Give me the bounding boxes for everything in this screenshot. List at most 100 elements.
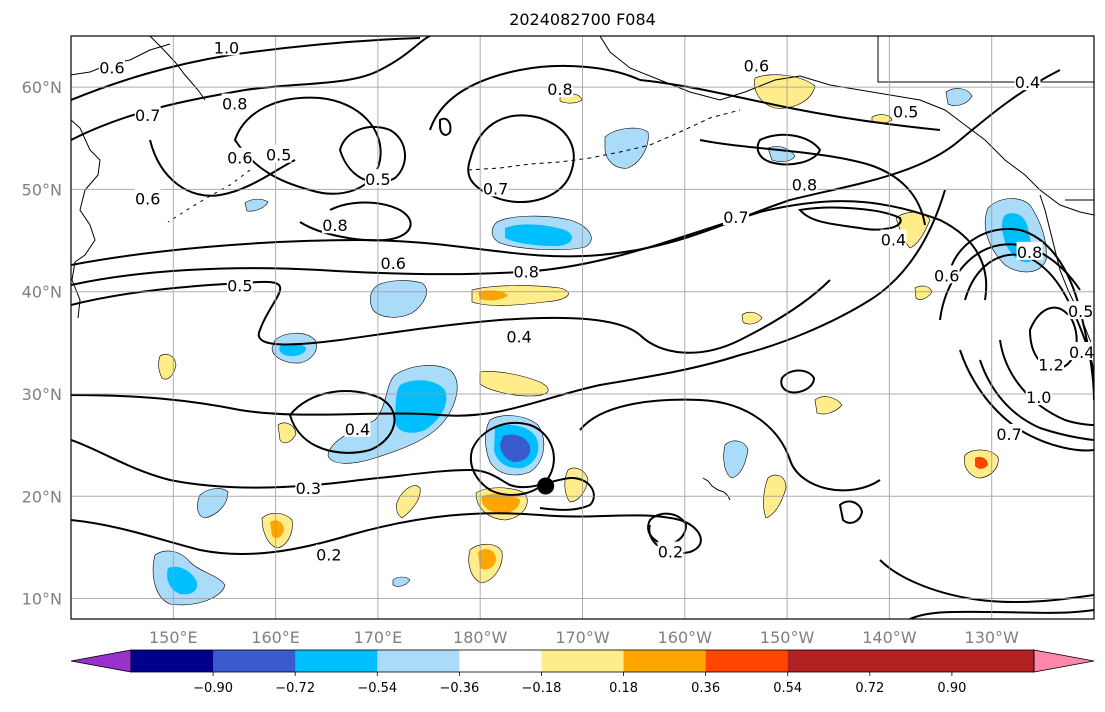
negative-anomaly-core: [167, 566, 198, 595]
contour-label: 0.7: [483, 179, 508, 198]
colorbar-segment: [787, 650, 871, 672]
contour-label-background: [265, 144, 292, 163]
contour-line: [288, 390, 396, 454]
contour-label: 0.7: [135, 106, 160, 125]
contour-label-background: [321, 215, 348, 234]
contour-line: [838, 500, 864, 524]
contour-label: 0.6: [381, 254, 406, 273]
contour-line: [780, 369, 816, 394]
contour-label-background: [1068, 342, 1094, 361]
contour-label: 0.8: [792, 175, 817, 194]
contour-label-background: [344, 418, 371, 437]
lat-tick-label: 30°N: [22, 385, 62, 404]
contour-line: [699, 139, 926, 226]
map-title: 2024082700 F084: [509, 10, 656, 29]
contour-label-background: [380, 253, 407, 272]
colorbar-tick-label: −0.36: [439, 681, 479, 696]
lon-tick-label: 130°W: [965, 628, 1020, 647]
contour-line: [470, 422, 555, 496]
contour-label: 0.5: [1068, 302, 1093, 321]
contour-line: [579, 398, 881, 492]
contour-label: 0.6: [99, 59, 124, 78]
north-america-west-coast: [1039, 194, 1094, 351]
latitude-axis: 10°N 20°N 30°N 40°N 50°N 60°N: [22, 78, 62, 608]
colorbar-segment: [869, 650, 953, 672]
contour-label: 0.8: [1017, 243, 1042, 262]
colorbar-tick-label: −0.72: [275, 681, 315, 696]
contour-line: [299, 201, 412, 242]
lon-tick-label: 150°W: [760, 628, 815, 647]
contour-line: [71, 189, 946, 417]
contour-label: 0.7: [723, 208, 748, 227]
colorbar-tick-label: −0.90: [193, 681, 233, 696]
lon-tick-label: 150°E: [149, 628, 198, 647]
contour-label: 0.5: [227, 277, 252, 296]
colorbar-segment: [951, 650, 1035, 672]
contour-label-background: [513, 261, 540, 280]
contour-line: [909, 609, 1094, 619]
contour-line: [939, 243, 1081, 321]
lat-tick-label: 10°N: [22, 590, 62, 609]
lat-tick-label: 40°N: [22, 283, 62, 302]
positive-anomaly-region: [158, 354, 177, 380]
colorbar-segment: [541, 650, 625, 672]
contour-label-background: [743, 55, 770, 74]
lon-tick-label: 140°W: [862, 628, 917, 647]
positive-anomaly-region: [471, 285, 569, 306]
contour-label: 0.6: [135, 190, 160, 209]
positive-anomaly-region: [814, 396, 843, 415]
contour-label: 0.4: [506, 328, 531, 347]
contour-label-background: [1038, 354, 1065, 373]
negative-anomaly-region: [392, 576, 411, 587]
positive-anomaly-core: [270, 520, 284, 538]
contour-line: [798, 206, 902, 231]
contour-label: 0.6: [744, 57, 769, 76]
contour-label: 0.2: [658, 543, 683, 562]
contour-label-background: [657, 541, 684, 560]
lon-tick-label: 170°E: [354, 628, 403, 647]
contour-line: [71, 200, 988, 301]
colorbar-tick-label: −0.18: [522, 681, 562, 696]
contour-label-background: [98, 57, 125, 76]
colorbar-segment: [131, 650, 214, 672]
contour-label: 1.0: [214, 38, 239, 57]
contour-labels: 1.0 0.6 0.8 0.7 0.5 0.6 0.5 0.6 0.8 0.7 0.8 0.6 0.8 0…: [98, 37, 1094, 565]
colorbar-segment: [377, 650, 460, 672]
colorbar-segment: [213, 650, 296, 672]
contour-label-background: [1067, 301, 1094, 320]
colorbar-tick-label: 0.54: [773, 681, 802, 696]
contour-line: [149, 139, 296, 197]
contour-line: [647, 512, 688, 545]
contour-label-background: [213, 37, 240, 56]
contour-label-background: [295, 478, 322, 497]
positive-anomaly-core: [478, 290, 508, 301]
map-area: 1.0 0.6 0.8 0.7 0.5 0.6 0.5 0.6 0.8 0.7 0.8 0.6 0.8 0…: [71, 36, 1094, 619]
colorbar: −0.90 −0.72 −0.54 −0.36 −0.18 0.18 0.36 0.54 0.7…: [70, 649, 1095, 696]
lon-tick-label: 170°W: [555, 628, 610, 647]
colorbar-extend-high: [1033, 649, 1095, 673]
negative-anomaly-region: [604, 127, 649, 169]
positive-anomaly-region: [754, 74, 816, 109]
lat-tick-label: 60°N: [22, 78, 62, 97]
contour-label: 1.0: [1026, 388, 1051, 407]
contour-line: [338, 125, 407, 184]
colorbar-tick-label: −0.54: [357, 681, 397, 696]
contour-line: [639, 79, 941, 131]
contour-line: [756, 133, 822, 166]
contour-label-background: [364, 169, 391, 188]
contour-line: [439, 117, 452, 136]
contour-label-background: [1014, 72, 1041, 91]
contour-label: 0.8: [547, 80, 572, 99]
contour-label-background: [996, 423, 1023, 442]
contour-label: 0.5: [266, 146, 291, 165]
negative-anomaly-core: [500, 434, 531, 462]
contour-label-background: [482, 178, 509, 197]
colorbar-tick-label: 0.36: [691, 681, 720, 696]
colorbar-extend-low: [70, 649, 132, 673]
contour-label-background: [546, 79, 573, 98]
longitude-axis: 150°E 160°E 170°E 180°W 170°W 160°W 150°W 140°W…: [149, 628, 1019, 647]
kuril-islands: [167, 169, 251, 223]
positive-anomaly-region: [277, 422, 297, 444]
contour-label-background: [134, 104, 161, 123]
contour-label-background: [226, 147, 253, 166]
